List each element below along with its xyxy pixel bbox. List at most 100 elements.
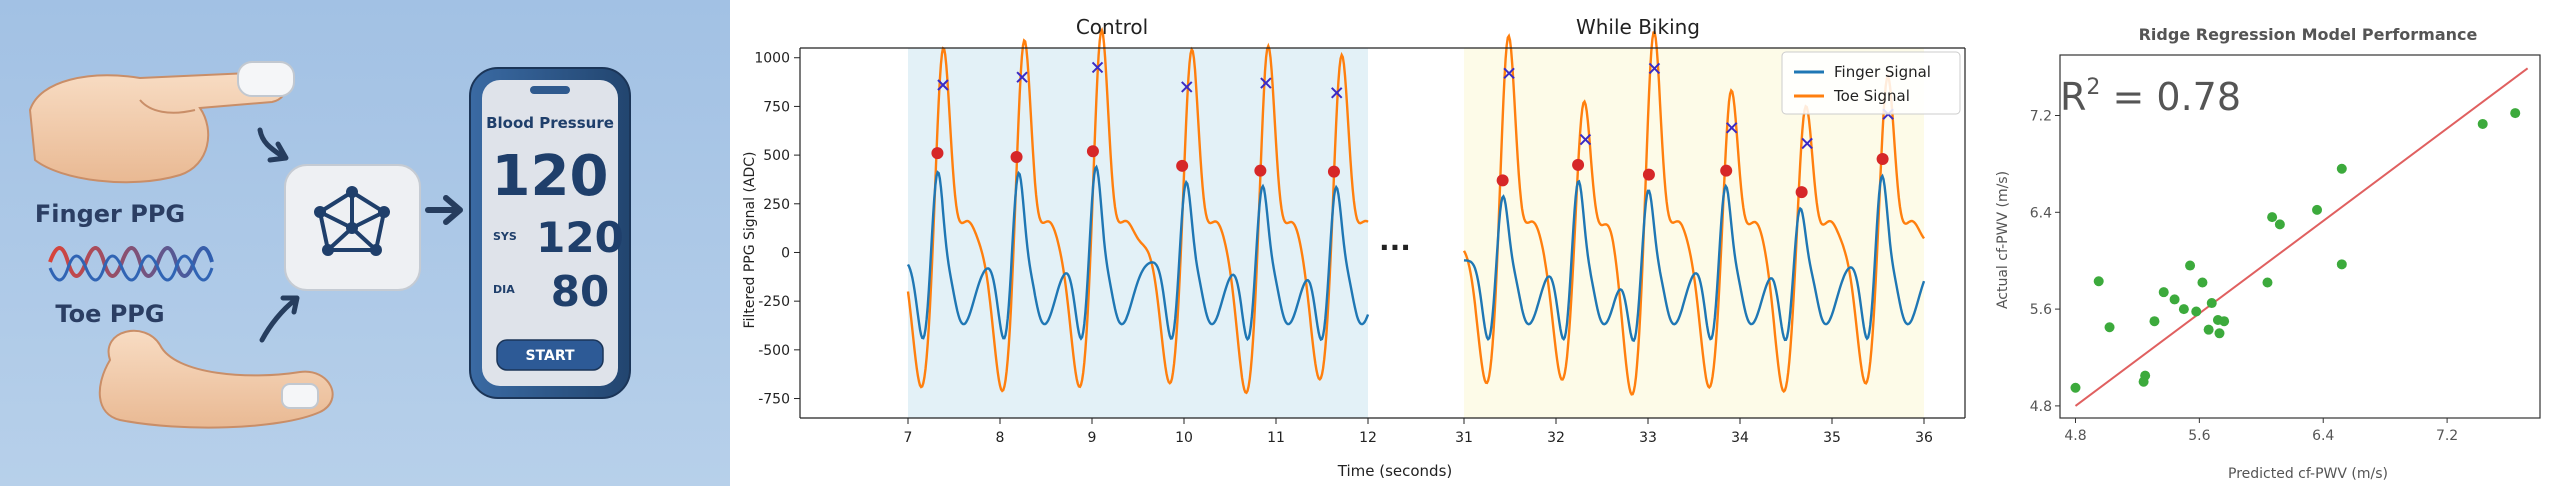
x-tick-label: 35 bbox=[1823, 430, 1841, 446]
scatter-point bbox=[2214, 328, 2225, 339]
finger-peak-marker bbox=[1642, 168, 1655, 181]
finger-peak-marker bbox=[1720, 164, 1733, 177]
finger-peak-marker bbox=[931, 147, 944, 160]
ppg-signal-chart: -750 -500 -250 0 250 500 750 1000 7 8 9 10 11 12 31 32 3… bbox=[742, 15, 1966, 480]
scatter-point bbox=[2267, 212, 2278, 223]
y-tick-label: 1000 bbox=[754, 51, 790, 67]
y-tick-label: 0 bbox=[781, 245, 790, 261]
control-region bbox=[908, 48, 1368, 418]
phone-reading: 120 bbox=[492, 144, 609, 209]
x-tick-label: 32 bbox=[1547, 430, 1565, 446]
scatter-point bbox=[2093, 276, 2104, 287]
x-tick-label: 34 bbox=[1731, 430, 1749, 446]
arrow-icon bbox=[443, 195, 463, 225]
legend-label-toe: Toe Signal bbox=[1833, 87, 1910, 105]
toe-peak-marker bbox=[1726, 122, 1738, 134]
toe-peak-marker bbox=[1260, 77, 1272, 89]
panel-title-biking: While Biking bbox=[1576, 15, 1700, 39]
scatter-point bbox=[2070, 382, 2081, 393]
toe-peak-marker bbox=[937, 79, 949, 91]
ppg-wave-icon bbox=[48, 246, 214, 282]
phone-dia-value: 80 bbox=[551, 267, 609, 316]
y-tick-label: -250 bbox=[758, 294, 790, 310]
toe-signal-line bbox=[906, 26, 1369, 395]
scatter-x-tick-label: 6.4 bbox=[2312, 428, 2334, 444]
scatter-y-tick-label: 5.6 bbox=[2030, 302, 2052, 318]
scatter-point bbox=[2510, 108, 2521, 119]
finger-peak-marker bbox=[1496, 174, 1509, 187]
finger-peak-marker bbox=[1876, 153, 1889, 165]
finger-peak-marker bbox=[1010, 151, 1023, 164]
scatter-point bbox=[2191, 306, 2202, 317]
legend-label-finger: Finger Signal bbox=[1834, 63, 1931, 81]
scatter-point bbox=[2336, 259, 2347, 270]
phone-icon bbox=[469, 67, 631, 399]
x-tick-label: 9 bbox=[1088, 430, 1097, 446]
toe-peak-marker bbox=[1091, 61, 1104, 74]
y-tick-label: 750 bbox=[763, 99, 790, 115]
scatter-y-tick-label: 4.8 bbox=[2030, 399, 2052, 415]
scatter-point bbox=[2178, 304, 2189, 315]
toe-peak-marker bbox=[1503, 67, 1515, 80]
scatter-y-tick-label: 6.4 bbox=[2030, 205, 2052, 221]
toe-peak-marker bbox=[1016, 71, 1028, 83]
scatter-point bbox=[2203, 324, 2214, 335]
x-tick-label: 33 bbox=[1639, 430, 1657, 446]
finger-peak-marker bbox=[1795, 186, 1808, 199]
arrow-icon bbox=[280, 295, 300, 315]
scatter-x-label: Predicted cf-PWV (m/s) bbox=[2228, 466, 2388, 482]
toe-ppg-label: Toe PPG bbox=[55, 300, 164, 328]
phone-title: Blood Pressure bbox=[486, 114, 614, 132]
scatter-point bbox=[2274, 219, 2285, 230]
toe-peak-marker bbox=[1331, 87, 1343, 99]
scatter-x-tick-label: 7.2 bbox=[2436, 428, 2458, 444]
hand-icon bbox=[28, 61, 295, 184]
scatter-x-tick-label: 5.6 bbox=[2188, 428, 2210, 444]
scatter-point bbox=[2140, 370, 2151, 381]
scatter-point bbox=[2197, 277, 2208, 288]
x-tick-label: 31 bbox=[1455, 430, 1473, 446]
scatter-point bbox=[2262, 277, 2273, 288]
panel-ellipsis: ... bbox=[1379, 224, 1411, 257]
scatter-point bbox=[2336, 163, 2347, 174]
finger-peak-marker bbox=[1254, 164, 1267, 177]
finger-peak-marker bbox=[1176, 159, 1189, 172]
phone-sys-label: SYS bbox=[493, 230, 517, 243]
scatter-point bbox=[2312, 204, 2323, 215]
r2-annotation: R2 = 0.78 bbox=[2060, 75, 2241, 119]
y-tick-label: 250 bbox=[763, 197, 790, 213]
scatter-y-label: Actual cf-PWV (m/s) bbox=[1995, 171, 2011, 309]
scatter-point bbox=[2169, 294, 2180, 305]
scatter-title: Ridge Regression Model Performance bbox=[2139, 25, 2478, 44]
phone-sys-value: 120 bbox=[536, 213, 624, 262]
finger-signal-line bbox=[1463, 173, 1926, 343]
device-illustration: Finger PPG Toe PPG Blood Pressur bbox=[0, 0, 730, 486]
scatter-point bbox=[2206, 298, 2217, 309]
finger-peak-marker bbox=[1327, 165, 1340, 178]
toe-peak-marker bbox=[1579, 133, 1592, 146]
x-tick-label: 8 bbox=[996, 430, 1005, 446]
phone-start-button[interactable] bbox=[496, 339, 604, 371]
toe-peak-marker bbox=[1801, 137, 1813, 150]
phone-dia-label: DIA bbox=[493, 283, 515, 296]
arrow-icon bbox=[267, 141, 289, 163]
panel-title-control: Control bbox=[1076, 15, 1148, 39]
scatter-point bbox=[2104, 322, 2115, 333]
scatter-point bbox=[2477, 118, 2488, 129]
x-tick-label: 11 bbox=[1267, 430, 1285, 446]
x-tick-label: 7 bbox=[904, 430, 913, 446]
finger-peak-marker bbox=[1086, 145, 1099, 158]
finger-sensor-icon bbox=[237, 61, 295, 97]
toe-peak-marker bbox=[1181, 81, 1193, 93]
arrow-icon bbox=[257, 127, 285, 159]
x-tick-label: 10 bbox=[1175, 430, 1193, 446]
x-tick-label: 36 bbox=[1915, 430, 1933, 446]
chart-legend: Finger Signal Toe Signal bbox=[1781, 51, 1961, 115]
scatter-x-tick-label: 4.8 bbox=[2064, 428, 2086, 444]
scatter-point bbox=[2158, 287, 2169, 298]
toe-sensor-icon bbox=[281, 383, 319, 409]
finger-peak-marker bbox=[1572, 158, 1585, 171]
processor-icon bbox=[284, 164, 421, 291]
finger-signal-line bbox=[906, 164, 1370, 342]
finger-ppg-label: Finger PPG bbox=[35, 200, 185, 228]
